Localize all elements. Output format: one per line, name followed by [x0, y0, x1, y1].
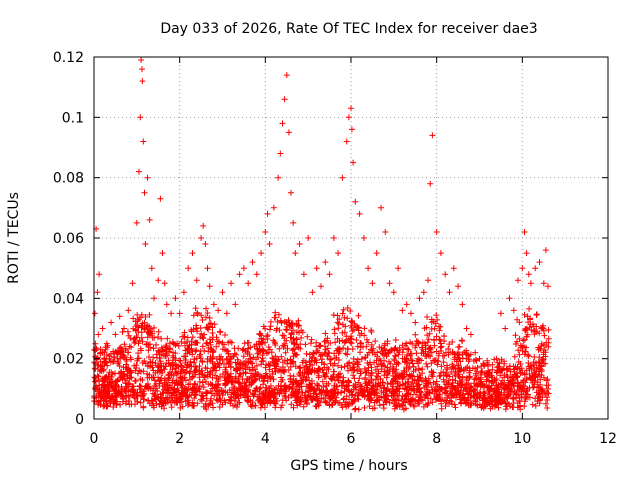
x-axis-label: GPS time / hours: [290, 458, 407, 474]
x-tick-label: 10: [513, 431, 531, 447]
y-tick-label: 0.1: [62, 110, 84, 126]
y-tick-label: 0: [75, 412, 84, 428]
x-tick-label: 4: [261, 431, 270, 447]
x-tick-label: 8: [432, 431, 441, 447]
y-tick-label: 0.12: [53, 50, 84, 66]
y-tick-label: 0.04: [53, 291, 84, 307]
x-tick-label: 6: [347, 431, 356, 447]
data-points: [91, 57, 552, 413]
y-tick-label: 0.02: [53, 352, 84, 368]
chart-title: Day 033 of 2026, Rate Of TEC Index for r…: [160, 21, 537, 37]
scatter-markers: [91, 57, 552, 413]
axis-ticks: 0 2 4 6 8 10 12 0 0.02 0.04 0.06 0.08 0.1 0.12: [53, 50, 617, 447]
y-tick-label: 0.06: [53, 231, 84, 247]
y-tick-label: 0.08: [53, 171, 84, 187]
x-tick-label: 12: [599, 431, 617, 447]
x-tick-label: 2: [175, 431, 184, 447]
x-tick-label: 0: [90, 431, 99, 447]
y-axis-label: ROTI / TECUs: [6, 192, 22, 284]
